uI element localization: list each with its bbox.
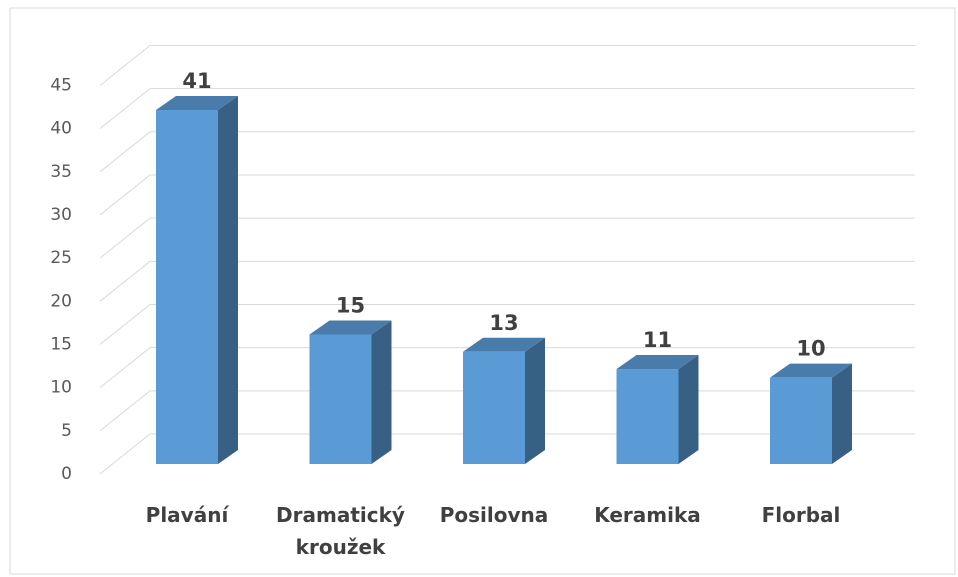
y-tick-label: 15 bbox=[50, 334, 72, 354]
y-tick-label: 0 bbox=[61, 464, 72, 484]
grid-line bbox=[99, 260, 151, 302]
bar-side bbox=[525, 337, 545, 464]
bar-side bbox=[371, 320, 392, 464]
data-label: 41 bbox=[182, 69, 211, 93]
bar-top bbox=[309, 320, 392, 335]
grid-line bbox=[99, 88, 151, 130]
grid-line bbox=[99, 433, 151, 475]
y-tick-label: 40 bbox=[50, 119, 72, 139]
y-tick-label: 45 bbox=[50, 75, 72, 95]
y-tick-label: 10 bbox=[50, 378, 72, 398]
bar-top bbox=[616, 355, 699, 370]
data-label: 15 bbox=[336, 293, 365, 317]
data-label: 11 bbox=[643, 328, 672, 352]
grid-line bbox=[99, 45, 151, 86]
y-tick-label: 35 bbox=[50, 162, 72, 182]
bar-top bbox=[770, 363, 852, 378]
chart-border bbox=[9, 7, 956, 575]
grid-line bbox=[99, 217, 151, 259]
grid-line bbox=[99, 347, 151, 389]
data-label: 10 bbox=[796, 337, 825, 361]
y-tick-label: 20 bbox=[50, 291, 72, 311]
bar bbox=[770, 377, 832, 464]
bar-top bbox=[463, 337, 545, 352]
bar-side bbox=[218, 96, 238, 464]
y-tick-label: 25 bbox=[50, 248, 72, 268]
x-tick-label: Posilovna bbox=[439, 503, 549, 527]
grid-line bbox=[99, 131, 151, 173]
x-tick-label: Keramika bbox=[594, 503, 701, 527]
bar-top bbox=[156, 96, 238, 110]
bar bbox=[463, 351, 525, 464]
bar bbox=[309, 334, 372, 464]
grid-line bbox=[99, 174, 151, 216]
bar bbox=[616, 369, 679, 464]
y-tick-label: 30 bbox=[50, 205, 72, 225]
x-tick-label: Plavání bbox=[145, 503, 229, 527]
grid-line bbox=[99, 304, 151, 345]
x-tick-label: Dramatický kroužek bbox=[276, 503, 405, 559]
bar-side bbox=[832, 363, 852, 464]
bar bbox=[156, 110, 218, 464]
data-label: 13 bbox=[489, 311, 518, 335]
x-tick-label: Florbal bbox=[761, 503, 841, 527]
y-tick-label: 5 bbox=[61, 421, 72, 441]
bar-side bbox=[678, 355, 699, 464]
grid-line bbox=[99, 390, 151, 432]
